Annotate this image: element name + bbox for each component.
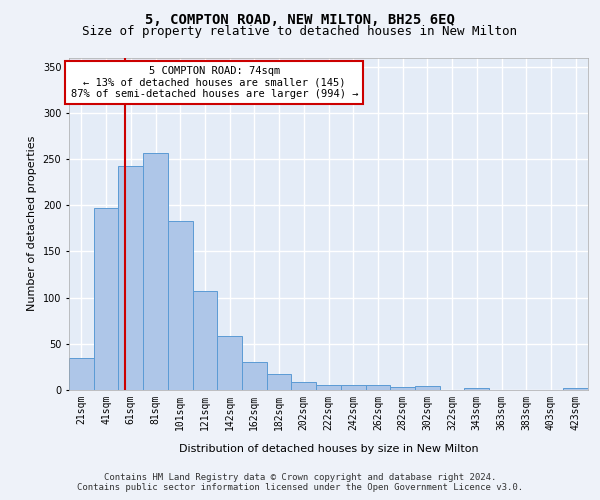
Bar xyxy=(390,387,415,390)
X-axis label: Distribution of detached houses by size in New Milton: Distribution of detached houses by size … xyxy=(179,444,478,454)
Bar xyxy=(316,386,341,390)
Bar xyxy=(193,291,217,390)
Bar xyxy=(415,386,440,390)
Text: Size of property relative to detached houses in New Milton: Size of property relative to detached ho… xyxy=(83,25,517,38)
Bar xyxy=(292,382,316,390)
Bar xyxy=(168,221,193,390)
Text: 5 COMPTON ROAD: 74sqm
← 13% of detached houses are smaller (145)
87% of semi-det: 5 COMPTON ROAD: 74sqm ← 13% of detached … xyxy=(71,66,358,99)
Bar xyxy=(217,336,242,390)
Bar xyxy=(341,386,365,390)
Bar xyxy=(143,152,168,390)
Bar xyxy=(365,386,390,390)
Bar xyxy=(118,166,143,390)
Text: 5, COMPTON ROAD, NEW MILTON, BH25 6EQ: 5, COMPTON ROAD, NEW MILTON, BH25 6EQ xyxy=(145,12,455,26)
Bar xyxy=(94,208,118,390)
Bar xyxy=(242,362,267,390)
Y-axis label: Number of detached properties: Number of detached properties xyxy=(27,136,37,312)
Bar xyxy=(267,374,292,390)
Bar xyxy=(563,388,588,390)
Bar xyxy=(464,388,489,390)
Text: Contains HM Land Registry data © Crown copyright and database right 2024.
Contai: Contains HM Land Registry data © Crown c… xyxy=(77,473,523,492)
Bar xyxy=(69,358,94,390)
